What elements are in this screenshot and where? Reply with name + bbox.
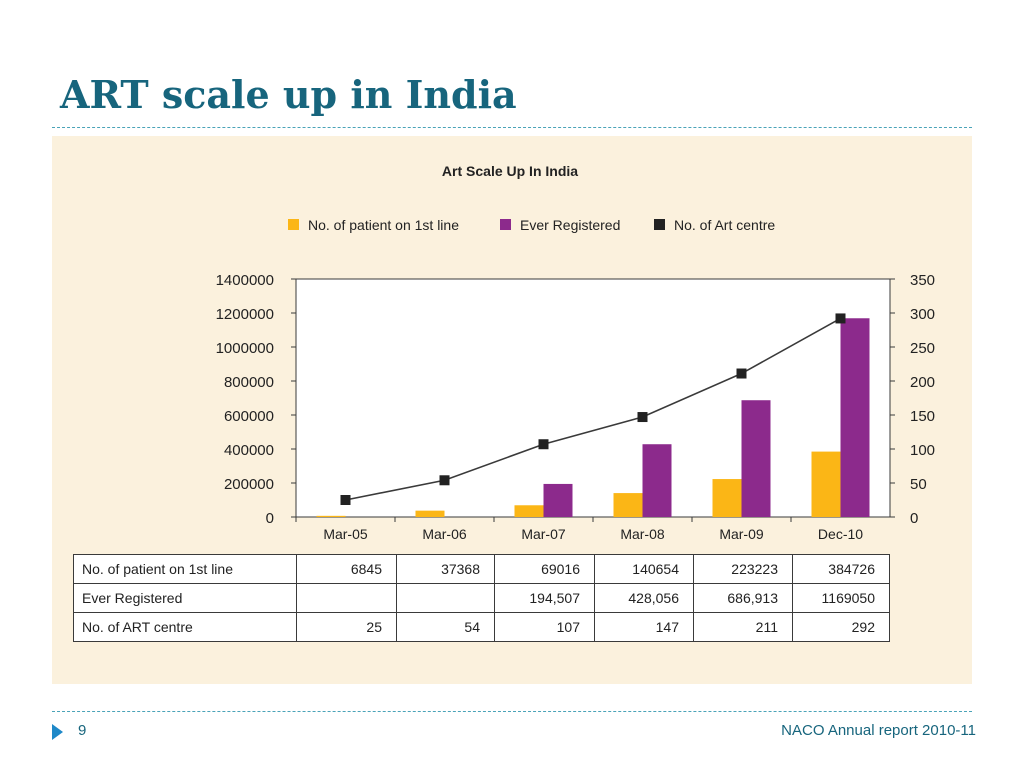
plot-area	[295, 278, 891, 518]
legend-swatch-0	[288, 219, 299, 230]
table-cell: 6845	[296, 554, 397, 584]
bar-0-1	[415, 510, 445, 517]
bar-0-4	[712, 479, 742, 517]
y-tick-label: 1000000	[216, 340, 274, 357]
y2-tick-label: 0	[910, 510, 918, 527]
table-cell: 292	[792, 612, 890, 642]
table-row: No. of ART centre 25 54 107 147 211 292	[73, 612, 890, 642]
legend-swatch-1	[500, 219, 511, 230]
bar-1-2	[543, 483, 573, 517]
art-centre-marker-0	[340, 495, 351, 505]
y-tick-label: 1200000	[216, 306, 274, 323]
legend-label-1: Ever Registered	[520, 217, 620, 233]
x-tick-label: Mar-06	[422, 526, 467, 542]
table-cell	[296, 583, 397, 613]
y2-tick-label: 150	[910, 408, 935, 425]
data-table: No. of patient on 1st line 6845 37368 69016…	[73, 554, 890, 642]
table-cell: 54	[396, 612, 495, 642]
page-number: 9	[78, 722, 87, 739]
table-row: No. of patient on 1st line 6845 37368 69016…	[73, 554, 890, 584]
x-tick-label: Mar-07	[521, 526, 566, 542]
bar-0-2	[514, 505, 544, 517]
table-row: Ever Registered 194,507 428,056 686,913 1169…	[73, 583, 890, 613]
y-tick-label: 600000	[224, 408, 274, 425]
y2-tick-label: 200	[910, 374, 935, 391]
y2-tick-label: 250	[910, 340, 935, 357]
table-row-label: No. of ART centre	[73, 612, 297, 642]
bar-0-5	[811, 451, 841, 517]
y-tick-label: 400000	[224, 442, 274, 459]
art-centre-marker-3	[637, 412, 648, 423]
y2-tick-label: 100	[910, 442, 935, 459]
art-centre-marker-1	[439, 475, 450, 486]
combo-chart: Art Scale Up In India No. of patient on 1…	[216, 163, 935, 542]
table-cell: 686,913	[693, 583, 793, 613]
x-tick-label: Mar-09	[719, 526, 764, 542]
legend-swatch-2	[654, 219, 665, 230]
chart-title: Art Scale Up In India	[442, 163, 578, 179]
legend-label-0: No. of patient on 1st line	[308, 217, 459, 233]
slide-title: ART scale up in India	[60, 72, 517, 117]
table-cell: 147	[594, 612, 694, 642]
art-centre-marker-4	[736, 368, 747, 379]
y-tick-label: 200000	[224, 476, 274, 493]
legend-label-2: No. of Art centre	[674, 217, 775, 233]
y-tick-label: 1400000	[216, 272, 274, 289]
title-divider	[52, 127, 972, 128]
table-cell: 140654	[594, 554, 694, 584]
table-cell: 1169050	[792, 583, 890, 613]
table-cell: 223223	[693, 554, 793, 584]
table-cell: 428,056	[594, 583, 694, 613]
x-tick-label: Mar-05	[323, 526, 368, 542]
bar-1-5	[840, 318, 870, 517]
table-cell: 37368	[396, 554, 495, 584]
footer-source: NACO Annual report 2010-11	[781, 722, 976, 739]
y2-tick-label: 300	[910, 306, 935, 323]
table-row-label: No. of patient on 1st line	[73, 554, 297, 584]
bar-1-3	[642, 444, 672, 517]
table-cell: 194,507	[494, 583, 595, 613]
art-centre-line	[345, 317, 841, 501]
y-tick-label: 0	[266, 510, 274, 527]
bar-1-4	[741, 400, 771, 517]
x-tick-label: Dec-10	[818, 526, 863, 542]
table-cell: 107	[494, 612, 595, 642]
footer-divider	[52, 711, 972, 712]
x-tick-label: Mar-08	[620, 526, 665, 542]
art-centre-marker-2	[538, 439, 549, 450]
table-cell: 384726	[792, 554, 890, 584]
table-row-label: Ever Registered	[73, 583, 297, 613]
art-centre-marker-5	[835, 313, 846, 324]
y2-tick-label: 50	[910, 476, 927, 493]
table-cell: 211	[693, 612, 793, 642]
bar-0-3	[613, 493, 643, 517]
table-cell: 69016	[494, 554, 595, 584]
table-cell: 25	[296, 612, 397, 642]
table-cell	[396, 583, 495, 613]
play-arrow-icon	[52, 724, 63, 740]
y-tick-label: 800000	[224, 374, 274, 391]
y2-tick-label: 350	[910, 272, 935, 289]
bar-0-0	[316, 515, 346, 517]
data-table-body: No. of patient on 1st line 6845 37368 69016…	[73, 554, 890, 642]
